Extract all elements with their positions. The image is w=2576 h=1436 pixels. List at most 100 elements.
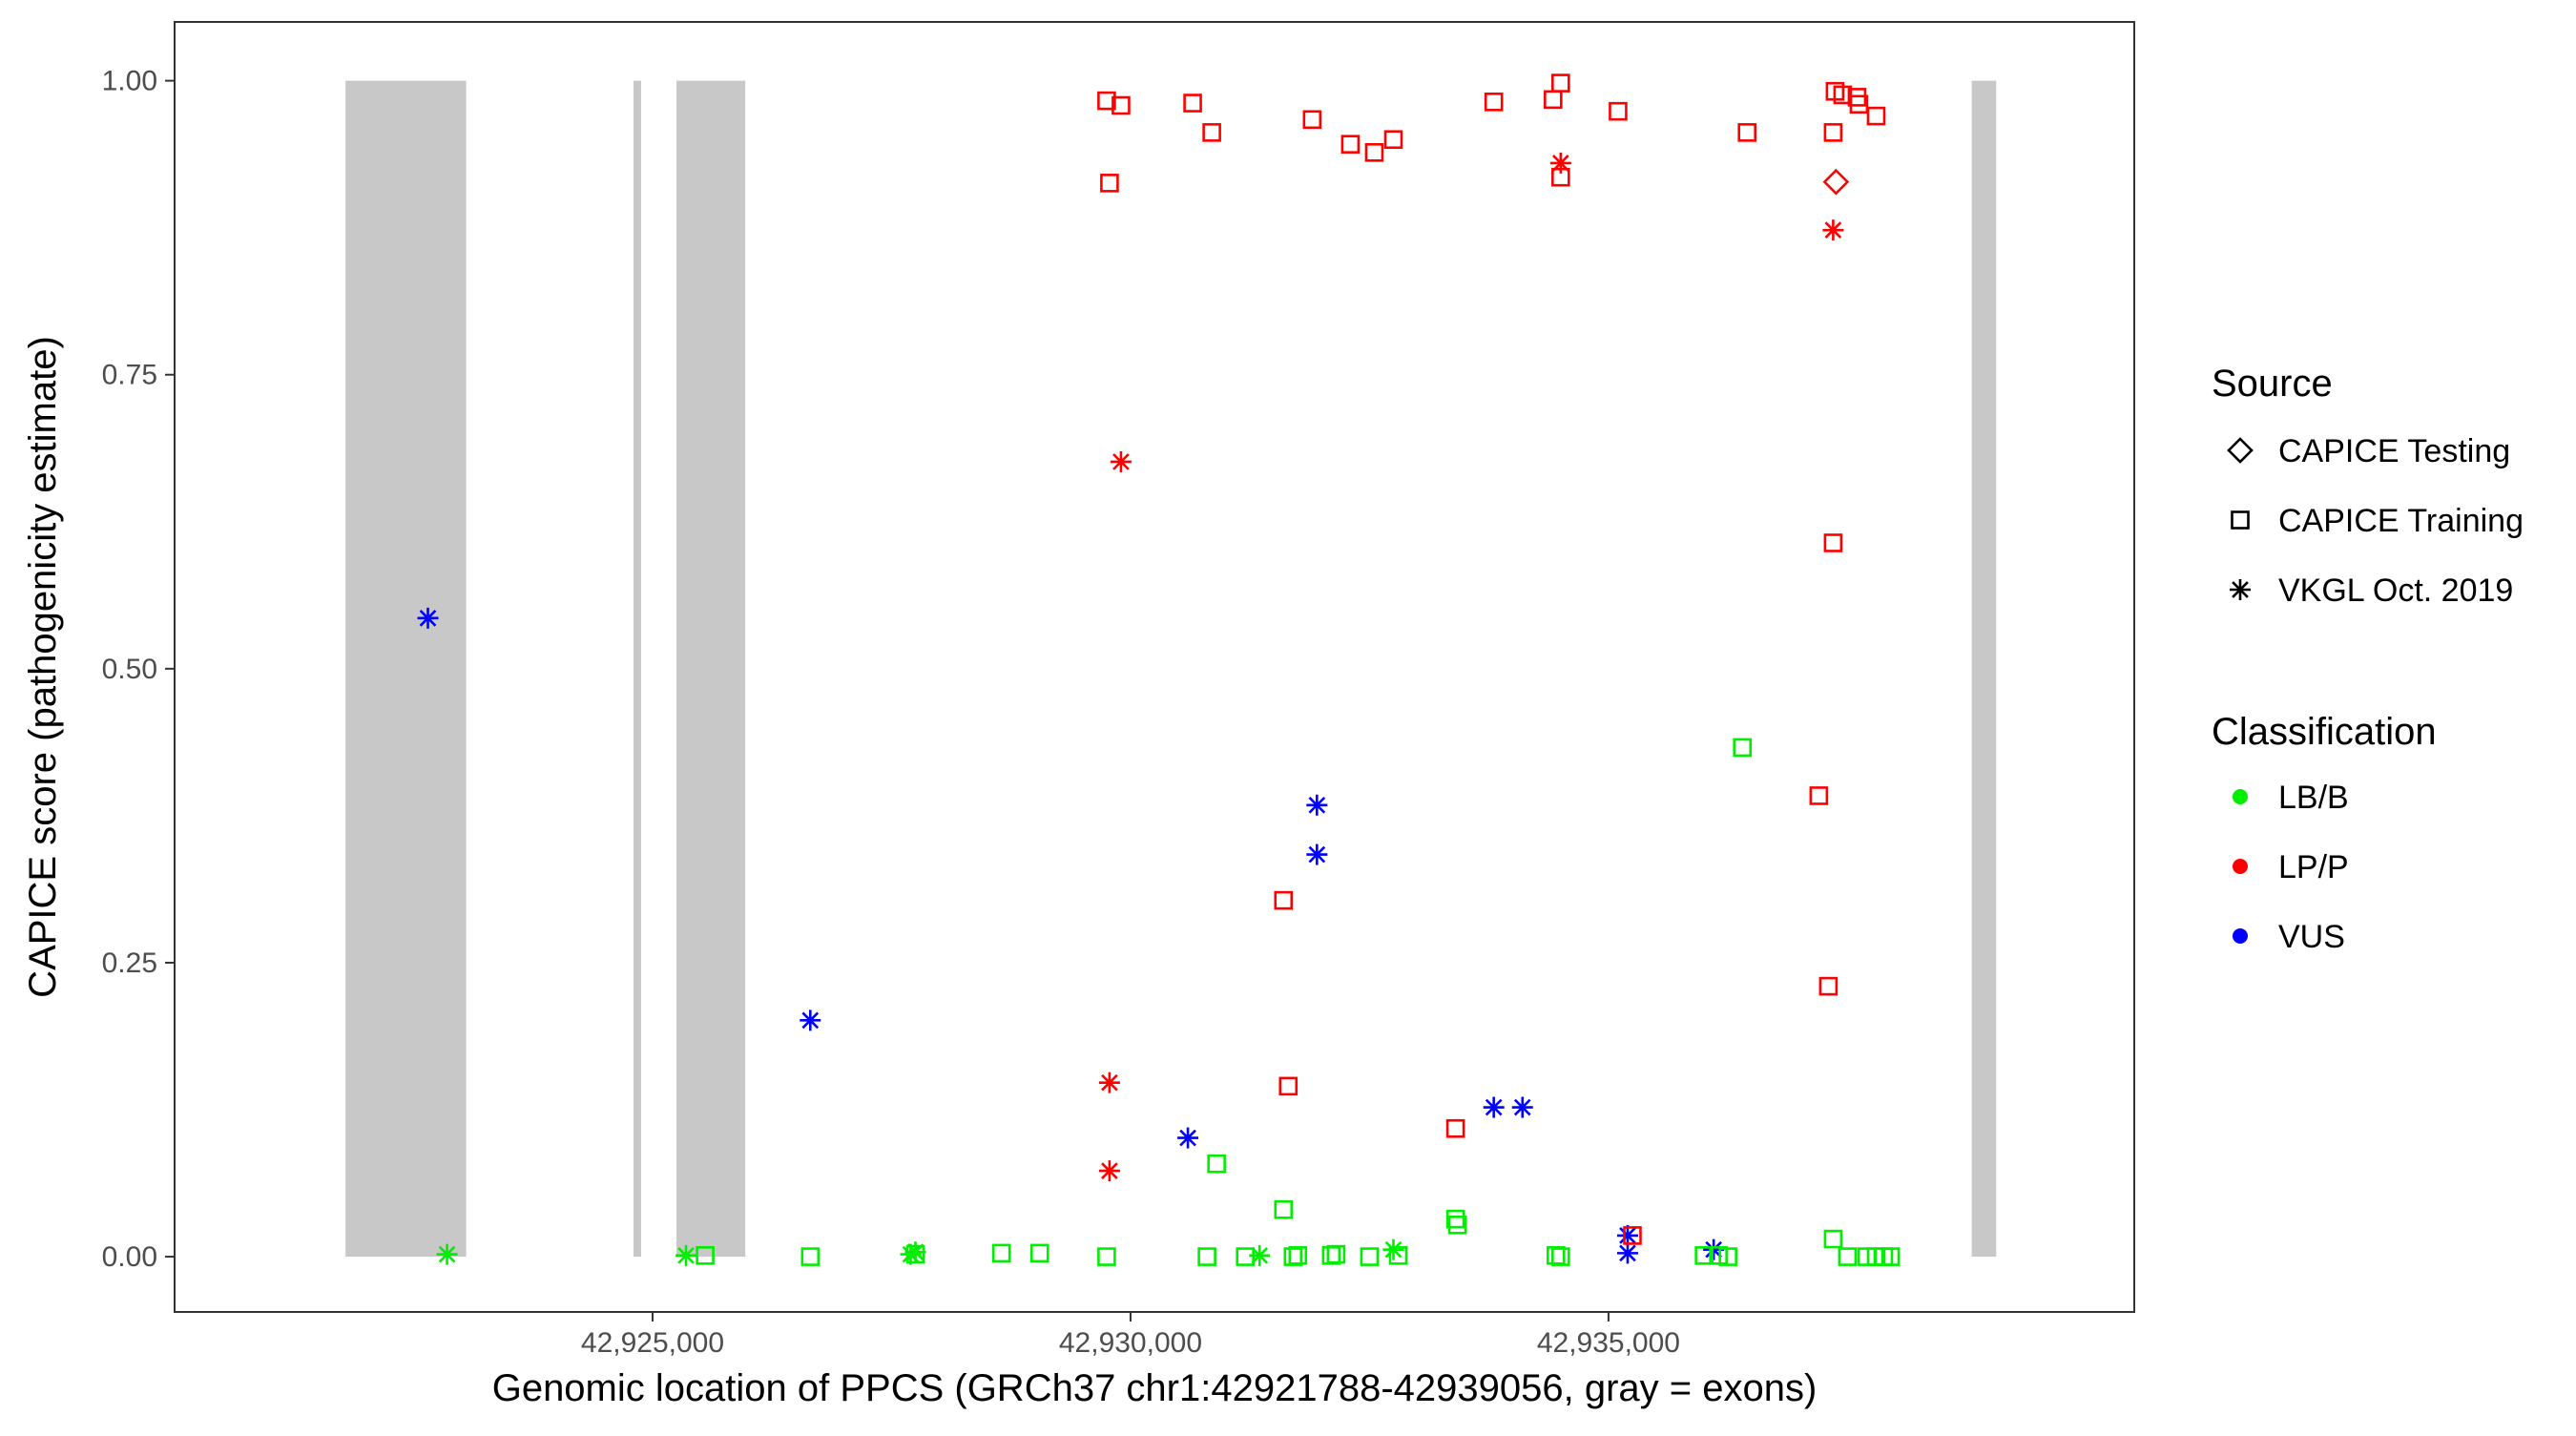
data-point bbox=[1822, 168, 1850, 196]
y-tick-label: 0.75 bbox=[102, 360, 157, 391]
data-point bbox=[1880, 1247, 1901, 1266]
exon-region-1 bbox=[345, 80, 467, 1258]
data-point bbox=[1111, 95, 1131, 115]
y-axis: 0.00 0.25 0.50 0.75 1.00 bbox=[102, 66, 175, 1273]
data-point bbox=[1445, 1118, 1465, 1138]
data-point bbox=[1288, 1246, 1308, 1265]
data-points bbox=[417, 73, 1901, 1266]
data-point bbox=[1274, 890, 1294, 910]
data-point bbox=[1321, 1246, 1341, 1265]
data-point bbox=[1278, 1076, 1298, 1096]
y-tick-label: 0.25 bbox=[102, 947, 157, 979]
data-point bbox=[1183, 94, 1202, 113]
y-axis-title: CAPICE score (pathogenicity estimate) bbox=[22, 336, 64, 998]
data-point bbox=[1849, 94, 1869, 114]
y-tick-label: 1.00 bbox=[102, 66, 157, 97]
data-point bbox=[800, 1247, 821, 1266]
data-point bbox=[1383, 130, 1403, 150]
data-point bbox=[1382, 1238, 1404, 1260]
data-point bbox=[1822, 219, 1844, 241]
x-axis: 42,925,000 42,930,000 42,935,000 bbox=[581, 1312, 1680, 1359]
exon-regions bbox=[345, 80, 1997, 1258]
x-tick-label: 42,930,000 bbox=[1059, 1327, 1202, 1359]
data-point bbox=[991, 1243, 1011, 1263]
exon-region-3 bbox=[676, 80, 746, 1258]
data-point bbox=[1823, 533, 1843, 552]
data-point bbox=[1098, 1072, 1120, 1093]
data-point bbox=[1447, 1215, 1467, 1235]
data-point bbox=[1818, 976, 1839, 996]
data-point bbox=[1283, 1247, 1303, 1266]
data-point bbox=[1737, 123, 1757, 142]
legend-class-key bbox=[2233, 928, 2248, 944]
data-point bbox=[1360, 1247, 1380, 1266]
data-point bbox=[1609, 101, 1628, 121]
x-tick-label: 42,935,000 bbox=[1537, 1327, 1680, 1359]
data-point bbox=[1551, 167, 1570, 187]
legend-source-key bbox=[2230, 579, 2251, 600]
data-point bbox=[905, 1244, 925, 1264]
legend-source-label: CAPICE Testing bbox=[2278, 433, 2510, 469]
data-point bbox=[1833, 85, 1853, 105]
data-point bbox=[1306, 794, 1328, 816]
data-point bbox=[1364, 143, 1384, 162]
data-point bbox=[1823, 123, 1843, 142]
data-point bbox=[1110, 450, 1132, 472]
data-point bbox=[1551, 73, 1570, 93]
data-point bbox=[1388, 1246, 1408, 1265]
data-point bbox=[1097, 1247, 1116, 1266]
legend-class-key bbox=[2233, 859, 2248, 874]
data-point bbox=[1623, 1226, 1642, 1245]
data-point bbox=[1838, 1247, 1858, 1266]
data-point bbox=[1340, 135, 1361, 154]
data-point bbox=[1445, 1209, 1465, 1229]
data-point bbox=[1694, 1246, 1714, 1265]
data-point bbox=[1547, 1246, 1566, 1265]
legend-class-label: LB/B bbox=[2278, 780, 2349, 816]
data-point bbox=[696, 1246, 715, 1265]
data-point bbox=[1274, 1199, 1294, 1219]
data-point bbox=[1857, 1247, 1877, 1266]
data-point bbox=[1177, 1127, 1199, 1149]
data-point bbox=[800, 1009, 821, 1031]
data-point bbox=[1207, 1154, 1226, 1174]
data-point bbox=[1484, 93, 1504, 112]
legend-source-label: CAPICE Training bbox=[2278, 503, 2524, 539]
legend-class-label: VUS bbox=[2278, 919, 2345, 955]
data-point bbox=[1809, 786, 1829, 805]
plot-panel-border bbox=[174, 21, 2135, 1313]
data-point bbox=[1551, 1247, 1570, 1266]
data-point bbox=[1029, 1243, 1049, 1263]
data-point bbox=[1100, 174, 1119, 193]
data-point bbox=[1823, 1229, 1843, 1249]
data-point bbox=[1097, 91, 1116, 111]
exon-region-2 bbox=[633, 80, 641, 1258]
data-point bbox=[1733, 738, 1752, 758]
legend-source-label: VKGL Oct. 2019 bbox=[2278, 572, 2513, 609]
exon-region-4 bbox=[1971, 80, 1997, 1258]
data-point bbox=[1302, 110, 1322, 130]
legend: Source Classification CAPICE Testing CAPI… bbox=[2212, 363, 2524, 955]
data-point bbox=[417, 607, 439, 629]
data-point bbox=[436, 1243, 458, 1265]
data-point bbox=[1709, 1246, 1728, 1265]
y-tick-label: 0.00 bbox=[102, 1241, 157, 1273]
legend-source-key bbox=[2227, 437, 2254, 464]
legend-source-title: Source bbox=[2212, 363, 2333, 405]
legend-source-key bbox=[2231, 510, 2250, 530]
x-axis-title: Genomic location of PPCS (GRCh37 chr1:42… bbox=[492, 1367, 1818, 1409]
data-point bbox=[1202, 123, 1221, 142]
legend-class-key bbox=[2233, 789, 2248, 804]
data-point bbox=[1483, 1096, 1505, 1118]
data-point bbox=[1236, 1247, 1255, 1266]
data-point bbox=[1197, 1247, 1216, 1266]
x-tick-label: 42,925,000 bbox=[581, 1327, 724, 1359]
data-point bbox=[1866, 106, 1886, 126]
data-point bbox=[1306, 843, 1328, 865]
y-tick-label: 0.50 bbox=[102, 654, 157, 685]
legend-classification-title: Classification bbox=[2212, 711, 2437, 753]
data-point bbox=[1098, 1160, 1120, 1182]
data-point bbox=[1544, 90, 1563, 110]
